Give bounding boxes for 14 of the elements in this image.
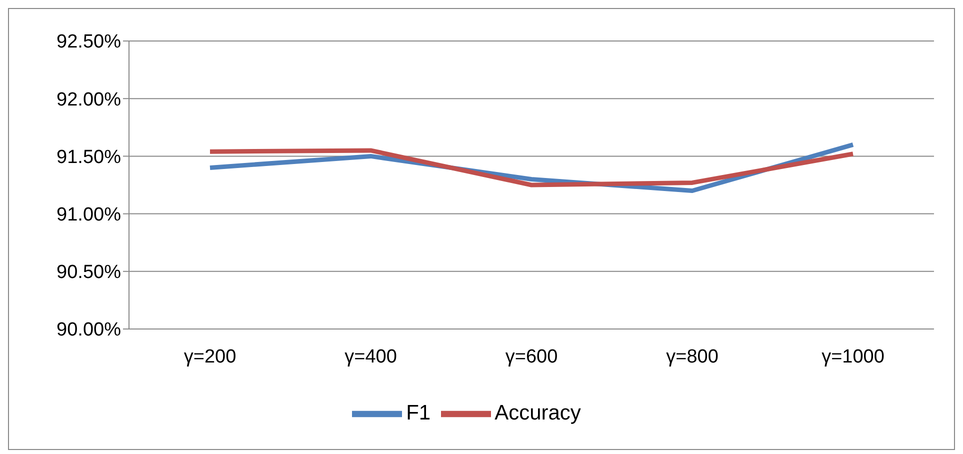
line-series xyxy=(208,148,856,188)
y-tick-label: 91.50% xyxy=(56,146,122,168)
legend-label: F1 xyxy=(406,402,431,425)
x-tick-label: γ=600 xyxy=(505,346,558,368)
x-tick-label: γ=400 xyxy=(344,346,397,368)
y-tick-label: 91.00% xyxy=(56,204,122,226)
y-tick-label: 92.50% xyxy=(56,32,122,53)
y-tick-label: 90.00% xyxy=(56,320,122,341)
x-tick-label: γ=1000 xyxy=(822,346,884,368)
legend-label: Accuracy xyxy=(494,402,581,425)
x-tick-label: γ=200 xyxy=(184,346,236,368)
y-tick-label: 92.00% xyxy=(56,89,122,110)
y-tick-label: 90.50% xyxy=(56,262,122,284)
x-tick-label: γ=800 xyxy=(666,346,718,368)
